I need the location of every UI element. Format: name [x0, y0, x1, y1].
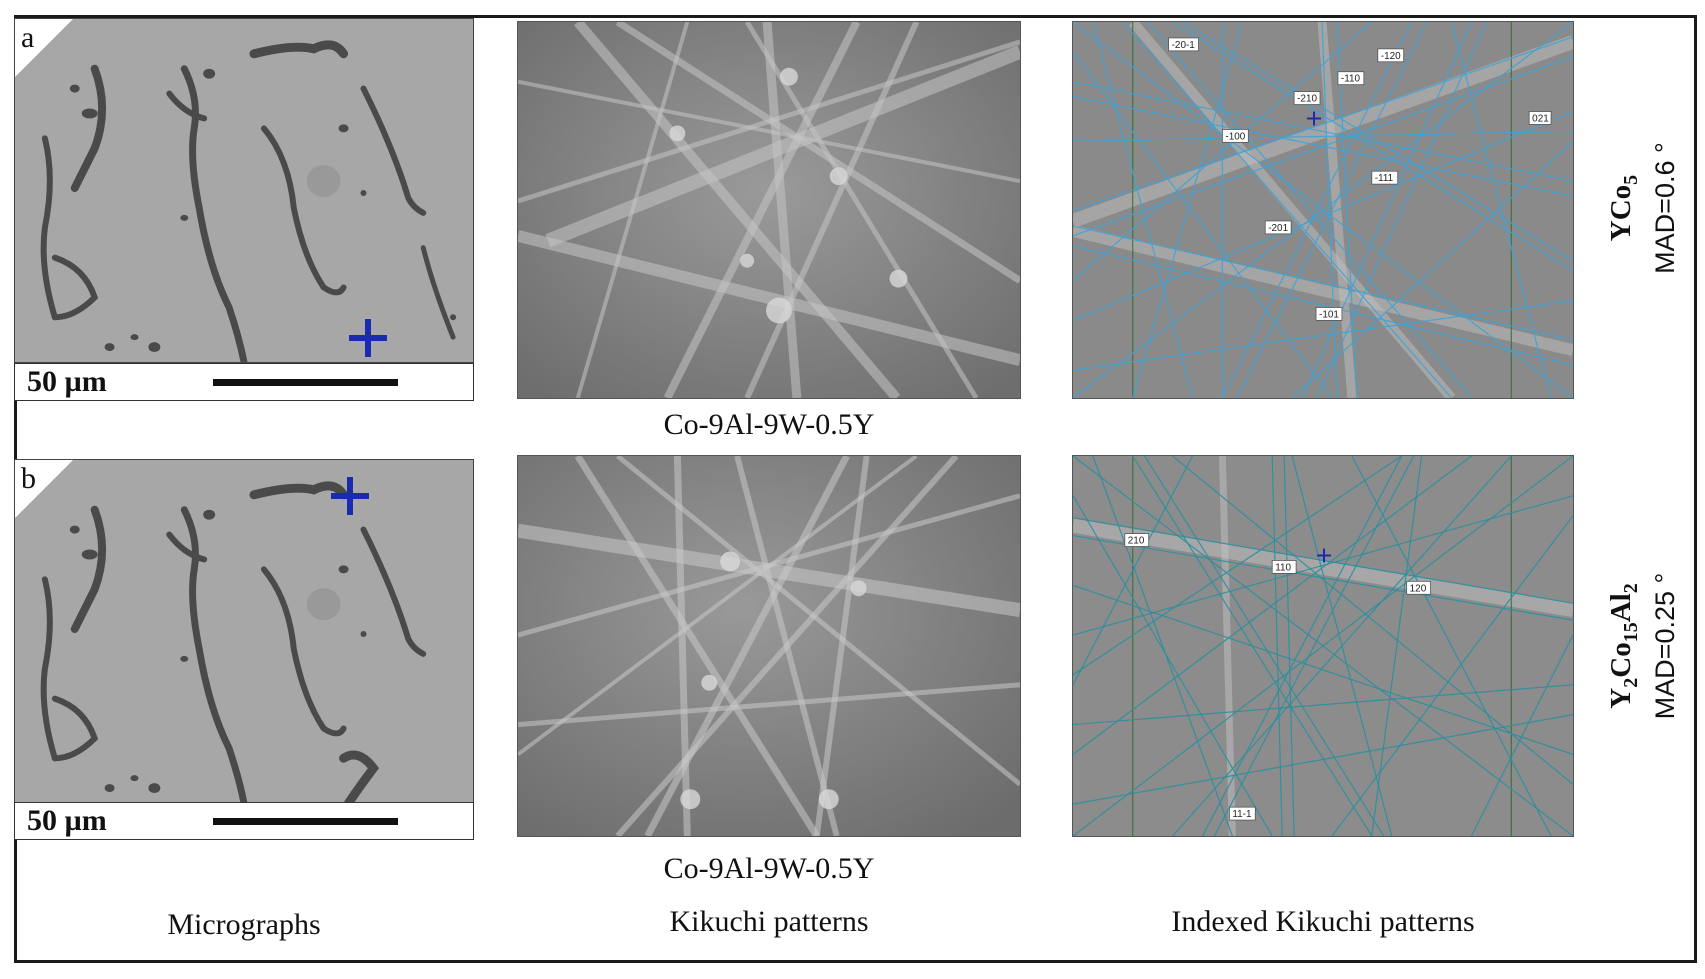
- scale-box-a: 50 µm: [14, 363, 474, 401]
- svg-text:210: 210: [1128, 536, 1145, 547]
- panel-label-corner: [15, 19, 73, 77]
- zone-label: -210: [1293, 91, 1321, 105]
- pattern-center-marker-a: [1307, 111, 1322, 126]
- svg-text:110: 110: [1275, 562, 1291, 573]
- indexed-pattern-b-image: 210 110 120 11-1: [1073, 456, 1573, 836]
- svg-text:-111: -111: [1375, 173, 1394, 184]
- phase-label-a: YCo5: [1605, 174, 1642, 242]
- scale-label-a: 50 µm: [27, 365, 107, 398]
- pattern-center-marker-b: [1317, 548, 1331, 563]
- column-label-micrographs: Micrographs: [167, 908, 321, 941]
- svg-text:-20-1: -20-1: [1172, 40, 1196, 51]
- svg-text:11-1: 11-1: [1232, 809, 1252, 820]
- zone-label: -111: [1371, 170, 1399, 185]
- scale-bar-b: [213, 818, 398, 825]
- svg-text:-201: -201: [1268, 223, 1288, 234]
- column-label-indexed: Indexed Kikuchi patterns: [1171, 905, 1475, 938]
- zone-axis-labels-a: -20-1 -120 -110 -210 -100 021 -111 -201 …: [1168, 37, 1552, 321]
- micrograph-a-image: [40, 40, 457, 362]
- micrograph-b: b: [14, 459, 474, 804]
- zone-label: -110: [1337, 71, 1365, 86]
- svg-text:-210: -210: [1297, 94, 1317, 105]
- zone-label: -20-1: [1168, 37, 1199, 52]
- mad-label-a: MAD=0.6 °: [1650, 142, 1680, 274]
- analysis-point-marker-b: [331, 477, 369, 515]
- panel-label-corner: [15, 460, 73, 518]
- svg-text:-110: -110: [1341, 74, 1361, 85]
- svg-text:120: 120: [1410, 583, 1427, 594]
- alloy-caption-b: Co-9Al-9W-0.5Y: [663, 852, 875, 885]
- svg-text:021: 021: [1532, 113, 1549, 124]
- zone-label: 110: [1271, 560, 1297, 574]
- panel-letter-b: b: [21, 462, 36, 495]
- panel-letter-a: a: [21, 21, 35, 54]
- svg-text:-100: -100: [1225, 131, 1245, 142]
- indexed-kikuchi-pattern-a: -20-1 -120 -110 -210 -100 021 -111 -201 …: [1072, 21, 1574, 399]
- zone-label: 210: [1124, 533, 1150, 547]
- column-label-kikuchi: Kikuchi patterns: [669, 905, 869, 938]
- analysis-point-marker-a: [349, 319, 387, 357]
- scale-bar-a: [213, 379, 398, 386]
- phase-label-b: Y2Co15Al2: [1605, 583, 1642, 709]
- alloy-caption-a: Co-9Al-9W-0.5Y: [663, 408, 875, 441]
- svg-text:-120: -120: [1381, 51, 1401, 62]
- kikuchi-pattern-b-image: [518, 456, 1020, 836]
- indexed-pattern-a-image: -20-1 -120 -110 -210 -100 021 -111 -201 …: [1073, 22, 1573, 398]
- micrograph-b-image: [40, 481, 427, 803]
- mad-label-b: MAD=0.25 °: [1650, 572, 1680, 720]
- zone-label: 021: [1528, 111, 1552, 125]
- kikuchi-pattern-a-image: [518, 22, 1020, 398]
- zone-label: 11-1: [1228, 806, 1256, 821]
- kikuchi-pattern-b: [517, 455, 1021, 837]
- zone-label: 120: [1406, 580, 1431, 595]
- zone-label: -100: [1222, 129, 1249, 143]
- kikuchi-pattern-a: [517, 21, 1021, 399]
- scale-label-b: 50 µm: [27, 804, 107, 837]
- micrograph-a: a: [14, 18, 474, 363]
- scale-box-b: 50 µm: [14, 802, 474, 840]
- svg-text:-101: -101: [1319, 309, 1339, 320]
- zone-label: -101: [1315, 307, 1343, 321]
- zone-label: -201: [1264, 220, 1292, 235]
- zone-axis-labels-b: 210 110 120 11-1: [1124, 533, 1431, 821]
- indexed-kikuchi-pattern-b: 210 110 120 11-1: [1072, 455, 1574, 837]
- zone-label: -120: [1377, 48, 1405, 63]
